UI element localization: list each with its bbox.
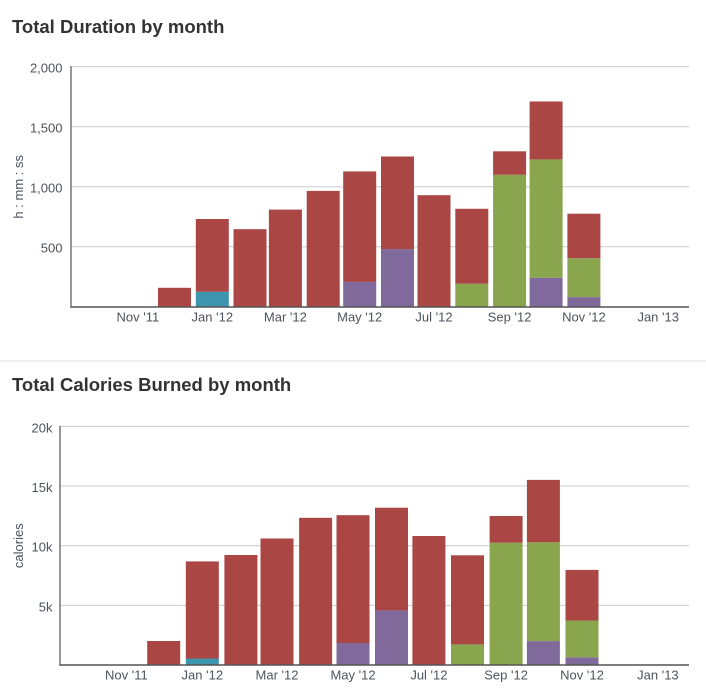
svg-text:Jan '13: Jan '13 — [637, 310, 679, 325]
svg-text:Mar '12: Mar '12 — [264, 310, 307, 325]
svg-text:Nov '11: Nov '11 — [105, 668, 148, 683]
svg-text:Sep '12: Sep '12 — [484, 668, 528, 683]
svg-text:calories: calories — [11, 523, 26, 568]
svg-text:May '12: May '12 — [330, 668, 375, 683]
svg-text:Jan '12: Jan '12 — [192, 310, 234, 325]
svg-text:Jul '12: Jul '12 — [410, 668, 447, 683]
svg-text:Nov '12: Nov '12 — [560, 668, 604, 683]
svg-text:Jan '12: Jan '12 — [182, 668, 224, 683]
svg-text:15k: 15k — [32, 480, 53, 495]
svg-text:h : mm : ss: h : mm : ss — [11, 155, 26, 219]
svg-text:Total Calories Burned by month: Total Calories Burned by month — [12, 374, 291, 395]
svg-text:2,000: 2,000 — [30, 61, 63, 76]
svg-text:20k: 20k — [32, 420, 53, 435]
svg-text:Jul '12: Jul '12 — [415, 310, 452, 325]
svg-text:May '12: May '12 — [337, 310, 382, 325]
svg-text:Mar '12: Mar '12 — [256, 668, 299, 683]
svg-text:Nov '12: Nov '12 — [562, 310, 606, 325]
svg-text:Jan '13: Jan '13 — [637, 668, 679, 683]
svg-text:10k: 10k — [32, 540, 53, 555]
svg-text:Sep '12: Sep '12 — [488, 310, 532, 325]
svg-text:5k: 5k — [39, 599, 53, 614]
svg-text:1,500: 1,500 — [30, 121, 63, 136]
svg-text:Total Duration by month: Total Duration by month — [12, 16, 224, 37]
svg-text:500: 500 — [41, 241, 63, 256]
svg-text:1,000: 1,000 — [30, 181, 63, 196]
svg-text:Nov '11: Nov '11 — [117, 310, 160, 325]
